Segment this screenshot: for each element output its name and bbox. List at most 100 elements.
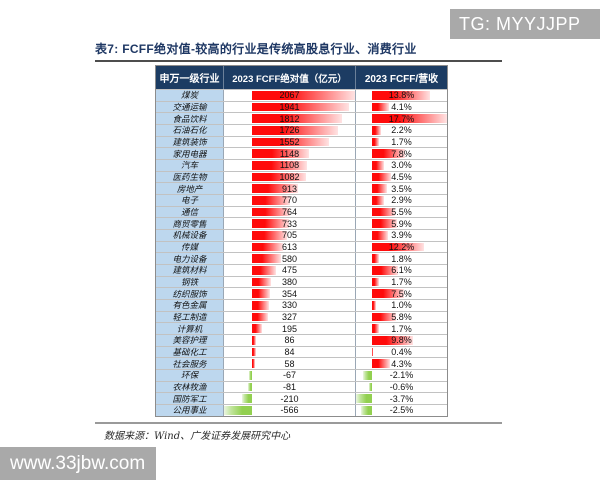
fcff-data-bar <box>241 394 253 404</box>
fcff-data-bar <box>252 336 257 345</box>
fcff-data-bar <box>252 254 281 264</box>
table-row: 国防军工 -210 -3.7% <box>156 392 447 405</box>
fcff-value: 1726 <box>279 125 300 136</box>
fcff-cell: 58 <box>224 358 356 370</box>
ratio-value: 6.1% <box>391 265 412 276</box>
ratio-data-bar <box>371 242 424 252</box>
ratio-value: -0.6% <box>389 382 414 393</box>
ratio-data-bar <box>361 406 372 415</box>
fcff-cell: -81 <box>224 381 356 393</box>
industry-cell: 煤炭 <box>156 90 224 101</box>
table-row: 轻工制造 327 5.8% <box>156 310 447 323</box>
industry-cell: 环保 <box>156 370 224 381</box>
fcff-value: 2067 <box>279 90 300 101</box>
ratio-data-bar <box>362 371 372 380</box>
ratio-value: -2.1% <box>389 370 414 381</box>
telegram-watermark-badge: TG: MYYJJPP <box>450 9 600 39</box>
ratio-data-bar <box>371 196 385 205</box>
industry-cell: 有色金属 <box>156 300 224 311</box>
fcff-data-bar <box>252 149 310 159</box>
fcff-value: 330 <box>281 300 298 311</box>
ratio-value: 7.8% <box>391 148 412 159</box>
ratio-cell: 3.0% <box>356 160 447 171</box>
ratio-cell: 6.1% <box>356 265 447 276</box>
fcff-value: 1108 <box>279 160 300 171</box>
fcff-value: 380 <box>281 277 298 288</box>
industry-cell: 基础化工 <box>156 346 224 358</box>
ratio-data-bar <box>371 359 390 369</box>
industry-cell: 机械设备 <box>156 230 224 241</box>
ratio-cell: 12.2% <box>356 241 447 253</box>
ratio-data-bar <box>371 347 374 357</box>
ratio-cell: 1.7% <box>356 136 447 148</box>
fcff-data-bar <box>252 324 262 334</box>
ratio-cell: 4.3% <box>356 358 447 370</box>
industry-cell: 计算机 <box>156 323 224 335</box>
ratio-value: 1.7% <box>391 277 412 288</box>
ratio-data-bar <box>371 207 396 217</box>
ratio-cell: 5.5% <box>356 206 447 218</box>
fcff-cell: -210 <box>224 393 356 405</box>
ratio-value: 1.0% <box>391 300 412 311</box>
header-fcff-abs: 2023 FCFF绝对值（亿元） <box>224 66 356 89</box>
table-row: 食品饮料 1812 17.7% <box>156 112 447 125</box>
fcff-data-bar <box>252 172 306 182</box>
ratio-data-bar <box>371 254 380 264</box>
fcff-data-bar <box>248 382 253 392</box>
ratio-data-bar <box>371 277 379 287</box>
ratio-cell: 3.9% <box>356 230 447 241</box>
table-row: 医药生物 1082 4.5% <box>156 170 447 183</box>
ratio-value: 1.8% <box>391 253 412 264</box>
fcff-data-bar <box>252 312 269 322</box>
ratio-value: 4.5% <box>391 172 412 183</box>
fcff-value: 580 <box>281 253 298 264</box>
fcff-value: 770 <box>281 195 298 206</box>
ratio-value: 3.0% <box>391 160 412 171</box>
table-row: 家用电器 1148 7.8% <box>156 147 447 160</box>
table-title: 表7: FCFF绝对值-较高的行业是传统高股息行业、消费行业 <box>95 42 417 56</box>
ratio-cell: -3.7% <box>356 393 447 405</box>
ratio-cell: -2.1% <box>356 370 447 381</box>
fcff-cell: 86 <box>224 335 356 346</box>
fcff-data-bar <box>252 91 355 100</box>
fcff-cell: -67 <box>224 370 356 381</box>
ratio-cell: 5.9% <box>356 218 447 230</box>
ratio-cell: 2.9% <box>356 195 447 206</box>
industry-cell: 食品饮料 <box>156 113 224 125</box>
ratio-data-bar <box>371 161 385 170</box>
ratio-cell: 4.1% <box>356 101 447 113</box>
fcff-table: 申万一级行业 2023 FCFF绝对值（亿元） 2023 FCFF/营收 煤炭 … <box>155 65 448 417</box>
ratio-cell: 1.8% <box>356 253 447 265</box>
header-industry: 申万一级行业 <box>156 66 224 89</box>
ratio-value: 5.5% <box>391 207 412 218</box>
fcff-cell: 354 <box>224 288 356 300</box>
ratio-value: 0.4% <box>391 347 412 358</box>
fcff-cell: 380 <box>224 276 356 288</box>
fcff-data-bar <box>252 242 283 252</box>
fcff-data-bar <box>248 371 253 380</box>
ratio-cell: 0.4% <box>356 346 447 358</box>
table-row: 纺织服饰 354 7.5% <box>156 287 447 300</box>
ratio-cell: 4.5% <box>356 171 447 183</box>
ratio-data-bar <box>371 114 447 124</box>
fcff-data-bar <box>252 137 330 147</box>
fcff-value: 58 <box>284 358 295 369</box>
fcff-value: 354 <box>281 288 298 299</box>
ratio-data-bar <box>371 289 404 299</box>
fcff-cell: 1941 <box>224 101 356 113</box>
industry-cell: 建筑材料 <box>156 265 224 276</box>
table-row: 农林牧渔 -81 -0.6% <box>156 380 447 393</box>
ratio-data-bar <box>371 324 379 334</box>
ratio-value: 7.5% <box>391 288 412 299</box>
ratio-value: 5.9% <box>391 218 412 229</box>
ratio-value: -3.7% <box>389 393 414 404</box>
ratio-cell: 3.5% <box>356 183 447 195</box>
fcff-value: 1082 <box>279 172 300 183</box>
ratio-data-bar <box>371 231 389 240</box>
ratio-cell: -0.6% <box>356 381 447 393</box>
ratio-data-bar <box>371 312 397 322</box>
fcff-value: -81 <box>282 382 296 393</box>
fcff-value: 195 <box>281 323 298 334</box>
industry-cell: 纺织服饰 <box>156 288 224 300</box>
ratio-data-bar <box>371 102 390 112</box>
